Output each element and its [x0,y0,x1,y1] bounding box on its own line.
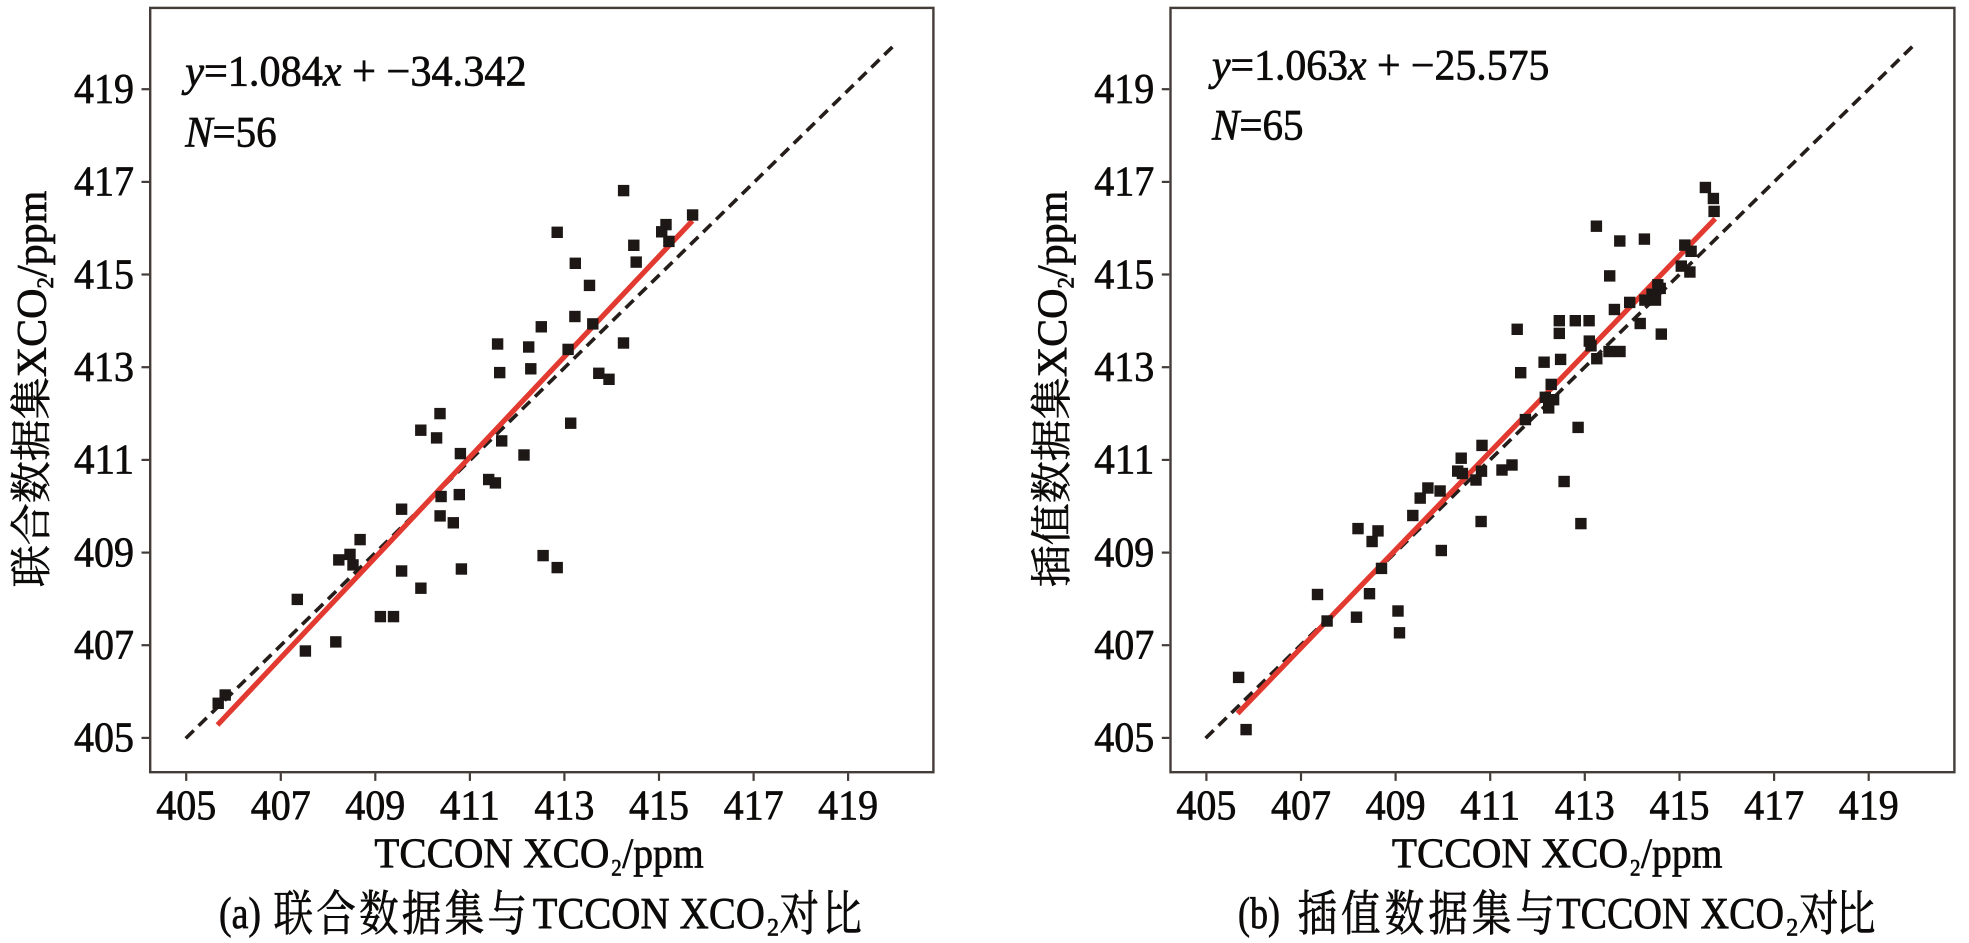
svg-text:409: 409 [345,784,405,830]
svg-text:419: 419 [74,67,134,113]
svg-text:(a): (a) [219,889,261,938]
svg-text:419: 419 [1839,784,1899,830]
svg-text:415: 415 [74,252,134,298]
svg-text:/ppm: /ppm [622,832,704,878]
svg-text:TCCON XCO: TCCON XCO [533,889,765,938]
svg-text:2: 2 [1786,915,1798,939]
svg-text:405: 405 [1094,716,1154,762]
svg-text:417: 417 [724,784,784,830]
svg-text:405: 405 [1176,784,1236,830]
svg-text:413: 413 [74,345,134,391]
svg-text:411: 411 [1094,438,1154,484]
svg-text:2: 2 [767,915,779,939]
svg-text:417: 417 [1094,160,1154,206]
svg-text:TCCON XCO: TCCON XCO [1392,832,1628,878]
svg-text:409: 409 [1366,784,1426,830]
svg-text:N=56: N=56 [184,110,276,157]
svg-text:407: 407 [74,623,134,669]
svg-text:2: 2 [1630,856,1641,881]
svg-text:2: 2 [611,856,622,881]
svg-text:413: 413 [1094,345,1154,391]
svg-text:N=65: N=65 [1211,102,1303,149]
svg-text:419: 419 [1094,67,1154,113]
svg-text:y=1.084x + −34.342: y=1.084x + −34.342 [181,49,526,96]
svg-text:411: 411 [440,784,500,830]
svg-text:TCCON XCO: TCCON XCO [1556,889,1784,938]
svg-text:417: 417 [74,160,134,206]
svg-text:411: 411 [74,438,134,484]
svg-text:419: 419 [818,784,878,830]
svg-text:(b): (b) [1238,889,1280,938]
svg-text:XCO2/ppm: XCO2/ppm [10,190,58,377]
svg-text:409: 409 [1094,530,1154,576]
svg-text:413: 413 [1555,784,1615,830]
svg-text:y=1.063x + −25.575: y=1.063x + −25.575 [1208,43,1549,90]
svg-text:417: 417 [1744,784,1804,830]
svg-text:415: 415 [1094,252,1154,298]
svg-text:409: 409 [74,530,134,576]
svg-text:415: 415 [1650,784,1710,830]
svg-text:TCCON XCO: TCCON XCO [374,832,609,878]
svg-text:405: 405 [74,716,134,762]
svg-text:407: 407 [251,784,311,830]
svg-text:405: 405 [156,784,216,830]
svg-text:415: 415 [629,784,689,830]
svg-text:411: 411 [1460,784,1520,830]
svg-text:407: 407 [1271,784,1331,830]
svg-text:407: 407 [1094,623,1154,669]
svg-text:/ppm: /ppm [1641,832,1723,878]
svg-text:413: 413 [534,784,594,830]
